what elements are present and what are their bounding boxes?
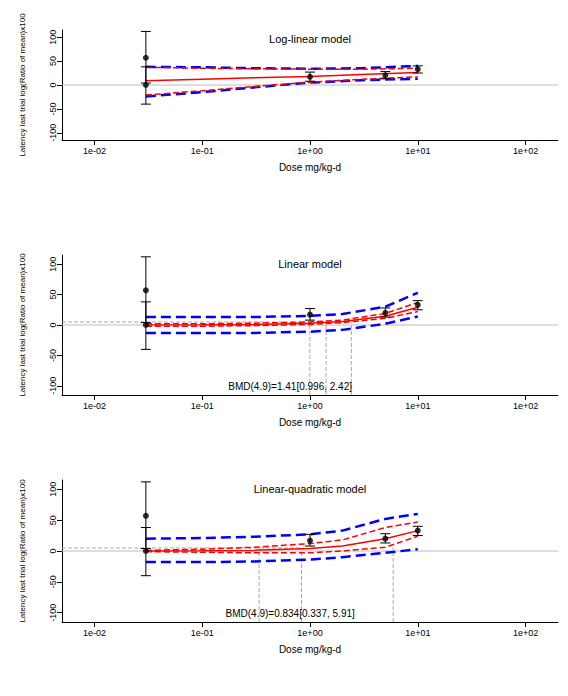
- svg-text:50: 50: [48, 56, 58, 66]
- svg-text:Latency last trial log(Ratio o: Latency last trial log(Ratio of mean)x10…: [18, 13, 27, 157]
- svg-text:BMD(4.9)=1.41[0.996, 2.42]: BMD(4.9)=1.41[0.996, 2.42]: [228, 381, 352, 392]
- svg-text:1e+00: 1e+00: [297, 628, 322, 638]
- svg-text:1e-01: 1e-01: [191, 401, 214, 411]
- svg-text:Latency last trial log(Ratio o: Latency last trial log(Ratio of mean)x10…: [18, 253, 27, 397]
- svg-text:100: 100: [48, 257, 58, 272]
- svg-text:Dose mg/kg-d: Dose mg/kg-d: [279, 417, 341, 428]
- svg-text:Dose mg/kg-d: Dose mg/kg-d: [279, 644, 341, 655]
- svg-text:-50: -50: [48, 102, 58, 115]
- svg-text:1e+02: 1e+02: [513, 146, 538, 156]
- svg-text:Linear model: Linear model: [278, 258, 342, 270]
- svg-text:1e+01: 1e+01: [405, 401, 430, 411]
- svg-text:1e+01: 1e+01: [405, 146, 430, 156]
- svg-text:0: 0: [48, 548, 58, 553]
- svg-text:1e-01: 1e-01: [191, 628, 214, 638]
- svg-text:50: 50: [48, 515, 58, 525]
- svg-text:100: 100: [48, 482, 58, 497]
- svg-text:Log-linear model: Log-linear model: [269, 33, 351, 45]
- svg-text:BMD(4.9)=0.834[0.337, 5.91]: BMD(4.9)=0.834[0.337, 5.91]: [226, 608, 355, 619]
- svg-text:1e-01: 1e-01: [191, 146, 214, 156]
- svg-text:1e-02: 1e-02: [83, 628, 106, 638]
- svg-text:1e+00: 1e+00: [297, 146, 322, 156]
- svg-text:-100: -100: [48, 377, 58, 395]
- svg-text:-50: -50: [48, 575, 58, 588]
- svg-text:Linear-quadratic model: Linear-quadratic model: [254, 483, 367, 495]
- svg-text:1e+01: 1e+01: [405, 628, 430, 638]
- svg-text:-100: -100: [48, 124, 58, 142]
- svg-text:1e-02: 1e-02: [83, 401, 106, 411]
- svg-text:100: 100: [48, 30, 58, 45]
- svg-text:Dose mg/kg-d: Dose mg/kg-d: [279, 162, 341, 173]
- svg-text:1e+02: 1e+02: [513, 628, 538, 638]
- svg-text:0: 0: [48, 82, 58, 87]
- svg-text:-50: -50: [48, 349, 58, 362]
- svg-text:Latency last trial log(Ratio o: Latency last trial log(Ratio of mean)x10…: [18, 479, 27, 623]
- svg-text:50: 50: [48, 290, 58, 300]
- svg-text:1e+00: 1e+00: [297, 401, 322, 411]
- svg-text:1e-02: 1e-02: [83, 146, 106, 156]
- svg-text:1e+02: 1e+02: [513, 401, 538, 411]
- svg-text:-100: -100: [48, 604, 58, 622]
- svg-text:0: 0: [48, 322, 58, 327]
